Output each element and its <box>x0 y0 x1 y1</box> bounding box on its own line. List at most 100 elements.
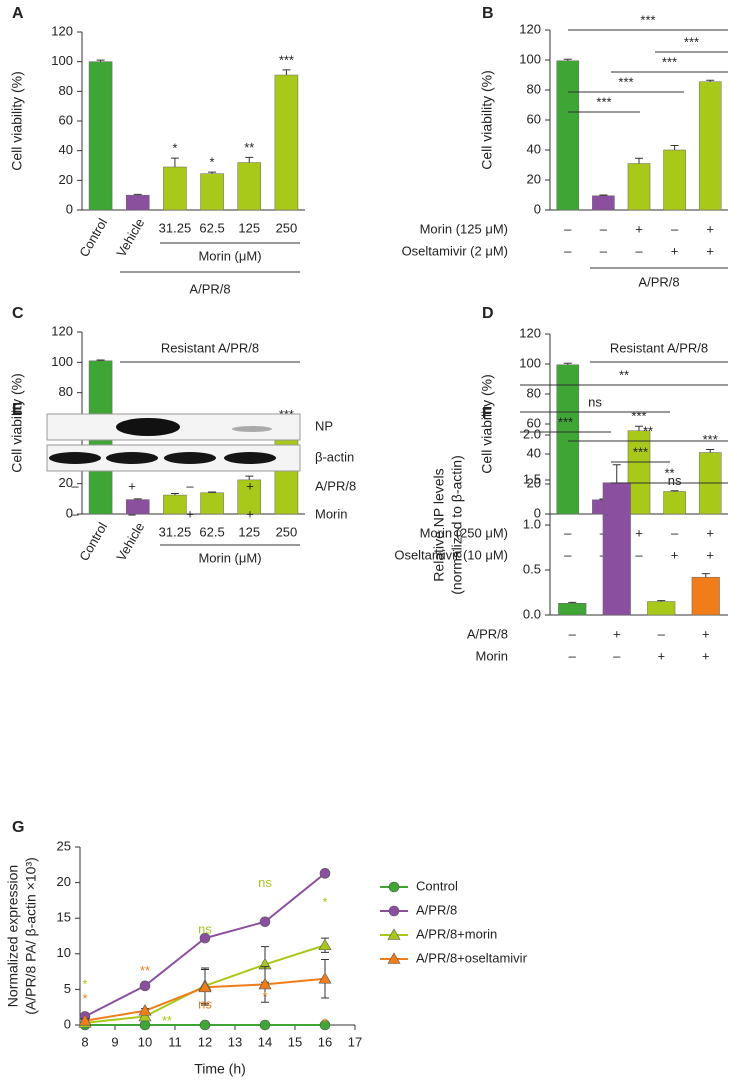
error-bar <box>208 171 217 174</box>
condition-mark: + <box>657 648 665 663</box>
error-bar <box>170 157 179 167</box>
point <box>319 868 331 879</box>
legend-label: A/PR/8+morin <box>416 926 497 941</box>
point <box>198 980 212 993</box>
y-tick-label: 25 <box>57 838 71 853</box>
y-tick-label: 0 <box>64 1016 71 1031</box>
significance-label: *** <box>703 432 718 447</box>
error-bar <box>657 600 666 602</box>
condition-mark: – <box>613 648 621 663</box>
y-tick-label: 60 <box>527 111 541 126</box>
condition-label: A/PR/8 <box>315 478 356 493</box>
group-label: Morin (μM) <box>198 550 261 565</box>
bar <box>200 492 224 515</box>
y-tick-label: 80 <box>527 385 541 400</box>
condition-mark: – <box>564 525 572 540</box>
y-tick-label: 0 <box>534 201 541 216</box>
significance-label: * <box>172 141 177 156</box>
error-bar <box>245 156 254 163</box>
significance-label: *** <box>279 52 294 67</box>
condition-mark: + <box>635 221 643 236</box>
y-tick-label: 100 <box>51 354 73 369</box>
y-tick-label: 100 <box>519 51 541 66</box>
condition-mark: + <box>671 243 679 258</box>
bar <box>274 430 299 515</box>
condition-mark: + <box>706 525 714 540</box>
condition-mark: + <box>706 221 714 236</box>
condition-mark: – <box>569 648 577 663</box>
y-tick-label: 20 <box>57 874 71 889</box>
condition-mark: + <box>671 547 679 562</box>
y-axis-label: Cell viability (%) <box>9 373 25 473</box>
x-tick-label: 13 <box>228 1034 242 1049</box>
error-bar <box>701 573 710 578</box>
bar <box>125 194 150 211</box>
condition-mark: – <box>564 243 572 258</box>
condition-mark: + <box>702 626 710 641</box>
point <box>139 1019 151 1031</box>
x-tick-label: 10 <box>138 1034 152 1049</box>
error-bar <box>706 449 715 453</box>
point <box>138 1009 152 1022</box>
y-axis-label: Cell viability (%) <box>479 374 495 474</box>
point-label: ns <box>258 875 272 890</box>
bar <box>556 364 580 515</box>
y-tick-label: 40 <box>527 445 541 460</box>
comparison-label: *** <box>596 94 611 109</box>
bar <box>200 173 224 211</box>
condition-label: Morin <box>315 506 348 521</box>
y-tick-label: 40 <box>527 141 541 156</box>
point <box>387 952 401 964</box>
comparison-label: *** <box>662 54 677 69</box>
y-tick-label: 20 <box>527 475 541 490</box>
condition-mark: – <box>128 506 136 521</box>
condition-mark: + <box>702 648 710 663</box>
band-label: β-actin <box>315 449 354 464</box>
point <box>319 1019 331 1031</box>
bar <box>558 603 587 616</box>
bar <box>237 162 262 211</box>
point <box>199 1019 211 1031</box>
error-bar <box>133 498 142 500</box>
x-tick-label: Control <box>76 216 110 260</box>
error-bar <box>706 79 715 82</box>
error-bar <box>96 359 105 361</box>
bar <box>163 494 187 515</box>
error-bar <box>635 425 643 431</box>
x-tick-label: 11 <box>168 1034 182 1049</box>
y-tick-label: 5 <box>64 981 71 996</box>
y-tick-label: 40 <box>59 142 73 157</box>
bar <box>88 61 113 211</box>
bar <box>556 60 580 211</box>
y-tick-label: 2.0 <box>523 426 541 441</box>
point-label: * <box>322 1015 327 1030</box>
y-tick-label: 120 <box>51 323 73 338</box>
point <box>259 916 271 928</box>
y-tick-label: 60 <box>527 415 541 430</box>
y-axis-label: Relative NP levels <box>431 468 447 581</box>
condition-mark: + <box>706 547 714 562</box>
condition-mark: + <box>246 506 254 521</box>
panel-letter: B <box>482 5 494 22</box>
condition-mark: – <box>671 221 679 236</box>
x-tick-label: Control <box>76 520 110 564</box>
condition-label: Oseltamivir (10 μM) <box>394 547 508 562</box>
y-tick-label: 0 <box>66 201 73 216</box>
comparison-label: *** <box>633 444 648 459</box>
error-bar <box>282 69 291 76</box>
point-label: * <box>262 989 267 1004</box>
condition-mark: + <box>128 478 136 493</box>
point <box>259 1019 271 1031</box>
point <box>199 932 211 944</box>
point <box>318 972 332 984</box>
actin-band <box>106 452 158 464</box>
bar <box>602 482 631 616</box>
x-tick-label: 8 <box>81 1034 88 1049</box>
x-tick-label: 250 <box>276 524 298 539</box>
comparison-label: ** <box>619 367 629 382</box>
x-tick-label: 62.5 <box>199 220 224 235</box>
error-bar <box>635 157 643 164</box>
bar <box>663 149 686 211</box>
point-label: ** <box>162 1013 172 1028</box>
